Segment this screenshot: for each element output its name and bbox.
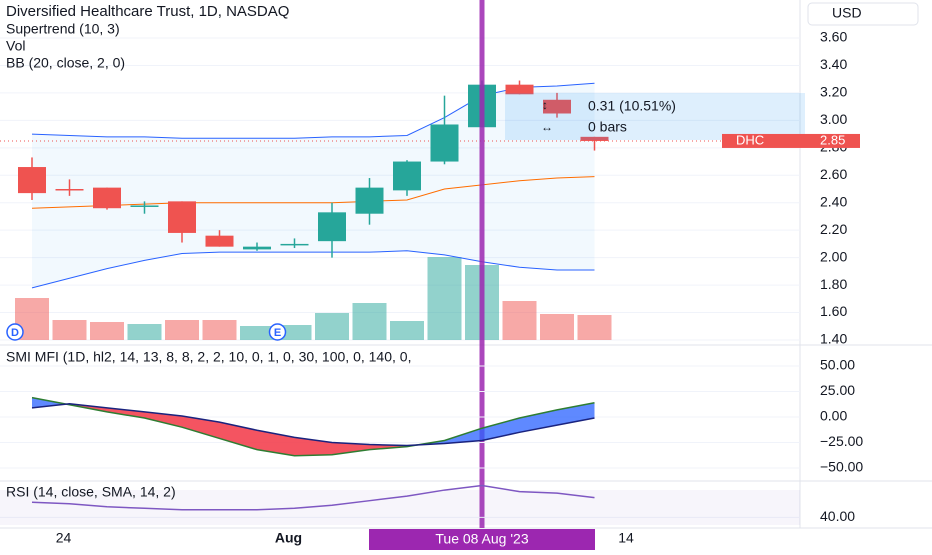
event-marker xyxy=(6,323,24,341)
y-tick-label: 2.40 xyxy=(820,193,847,209)
y-tick-label: −50.00 xyxy=(820,459,863,475)
y-tick-label: 3.60 xyxy=(820,29,847,45)
smi-fill xyxy=(107,407,145,419)
smi-fill xyxy=(294,437,332,456)
band-line xyxy=(31,82,595,139)
indicator-label: Supertrend (10, 3) xyxy=(6,21,120,37)
y-tick-label: 50.00 xyxy=(820,357,855,373)
indicator-label: BB (20, close, 2, 0) xyxy=(6,55,125,71)
indicator-label: RSI (14, close, SMA, 14, 2) xyxy=(6,484,176,500)
candle-body xyxy=(93,187,121,209)
smi-fill xyxy=(257,430,295,456)
smi-fill xyxy=(144,411,182,428)
volume-bar xyxy=(52,320,87,340)
candle-body xyxy=(430,124,459,162)
volume-bar xyxy=(315,313,349,340)
smi-fill xyxy=(482,418,520,441)
volume-bar xyxy=(127,324,162,340)
symbol-tag-label: DHC xyxy=(736,132,764,147)
candle-body xyxy=(280,243,309,246)
smi-fill xyxy=(32,397,70,408)
event-label: D xyxy=(11,327,19,339)
volume-bar xyxy=(90,322,124,340)
candle-body xyxy=(55,189,84,191)
measure-box xyxy=(505,93,805,140)
smi-fill xyxy=(332,442,370,455)
indicator-line xyxy=(31,484,595,511)
smi-fill xyxy=(182,415,220,439)
price-tag-label: 2.85 xyxy=(820,132,845,147)
x-tick-label: 24 xyxy=(56,530,72,546)
measure-icon: ↕ xyxy=(542,98,548,112)
indicator-line xyxy=(31,396,595,457)
volume-bar xyxy=(165,320,199,340)
symbol-tag xyxy=(722,133,800,148)
candle-body xyxy=(543,99,571,114)
layers: 3.603.403.203.002.802.602.402.202.001.80… xyxy=(0,0,863,550)
symbol-title: Diversified Healthcare Trust, 1D, NASDAQ xyxy=(6,3,289,20)
crosshair-label: Tue 08 Aug '23 xyxy=(435,531,528,547)
candle-body xyxy=(168,201,196,233)
y-tick-label: 3.00 xyxy=(820,111,847,127)
y-tick-label: −25.00 xyxy=(820,433,863,449)
y-tick-label: 3.20 xyxy=(820,84,847,100)
measure-icon: ↔ xyxy=(541,120,553,134)
y-tick-label: 2.20 xyxy=(820,221,847,237)
candle-body xyxy=(205,235,234,247)
measure-bars: 0 bars xyxy=(588,119,627,135)
y-tick-label: 40.00 xyxy=(820,508,855,524)
band-line xyxy=(31,176,595,209)
event-marker xyxy=(268,323,287,341)
y-tick-label: 2.60 xyxy=(820,166,847,182)
volume-bar xyxy=(502,301,537,340)
currency-button[interactable] xyxy=(807,2,919,26)
y-tick-label: 3.40 xyxy=(820,56,847,72)
candle-body xyxy=(243,246,271,250)
price-tag xyxy=(800,133,860,148)
indicator-label: SMI MFI (1D, hl2, 14, 13, 8, 8, 2, 2, 10… xyxy=(6,349,411,365)
volume-bar xyxy=(540,314,574,340)
y-tick-label: 0.00 xyxy=(820,408,847,424)
indicator-line xyxy=(31,402,595,447)
measure-change: 0.31 (10.51%) xyxy=(588,98,676,114)
volume-bar xyxy=(352,303,387,340)
candle-body xyxy=(393,161,421,191)
candle-body xyxy=(318,212,346,242)
x-tick-label: 14 xyxy=(618,530,634,546)
band-line xyxy=(31,250,595,289)
candle-body xyxy=(355,187,384,214)
candle-body xyxy=(18,167,46,194)
candle-body xyxy=(580,136,609,141)
volume-bar xyxy=(277,325,312,340)
y-tick-label: 1.60 xyxy=(820,303,847,319)
crosshair-label-box xyxy=(369,529,595,550)
candle-body xyxy=(505,84,534,95)
y-tick-label: 1.80 xyxy=(820,276,847,292)
currency-label: USD xyxy=(832,5,862,21)
y-tick-label: 25.00 xyxy=(820,382,855,398)
volume-bar xyxy=(427,257,462,340)
volume-bar xyxy=(240,326,274,340)
y-tick-label: 2.00 xyxy=(820,248,847,264)
volume-bar xyxy=(202,320,237,340)
candle-body xyxy=(130,205,159,207)
y-tick-label: 1.40 xyxy=(820,331,847,347)
x-tick-label: Aug xyxy=(275,530,302,546)
volume-bar xyxy=(577,315,612,340)
event-label: E xyxy=(274,327,281,339)
indicator-label: Vol xyxy=(6,38,25,54)
volume-bar xyxy=(390,321,424,340)
